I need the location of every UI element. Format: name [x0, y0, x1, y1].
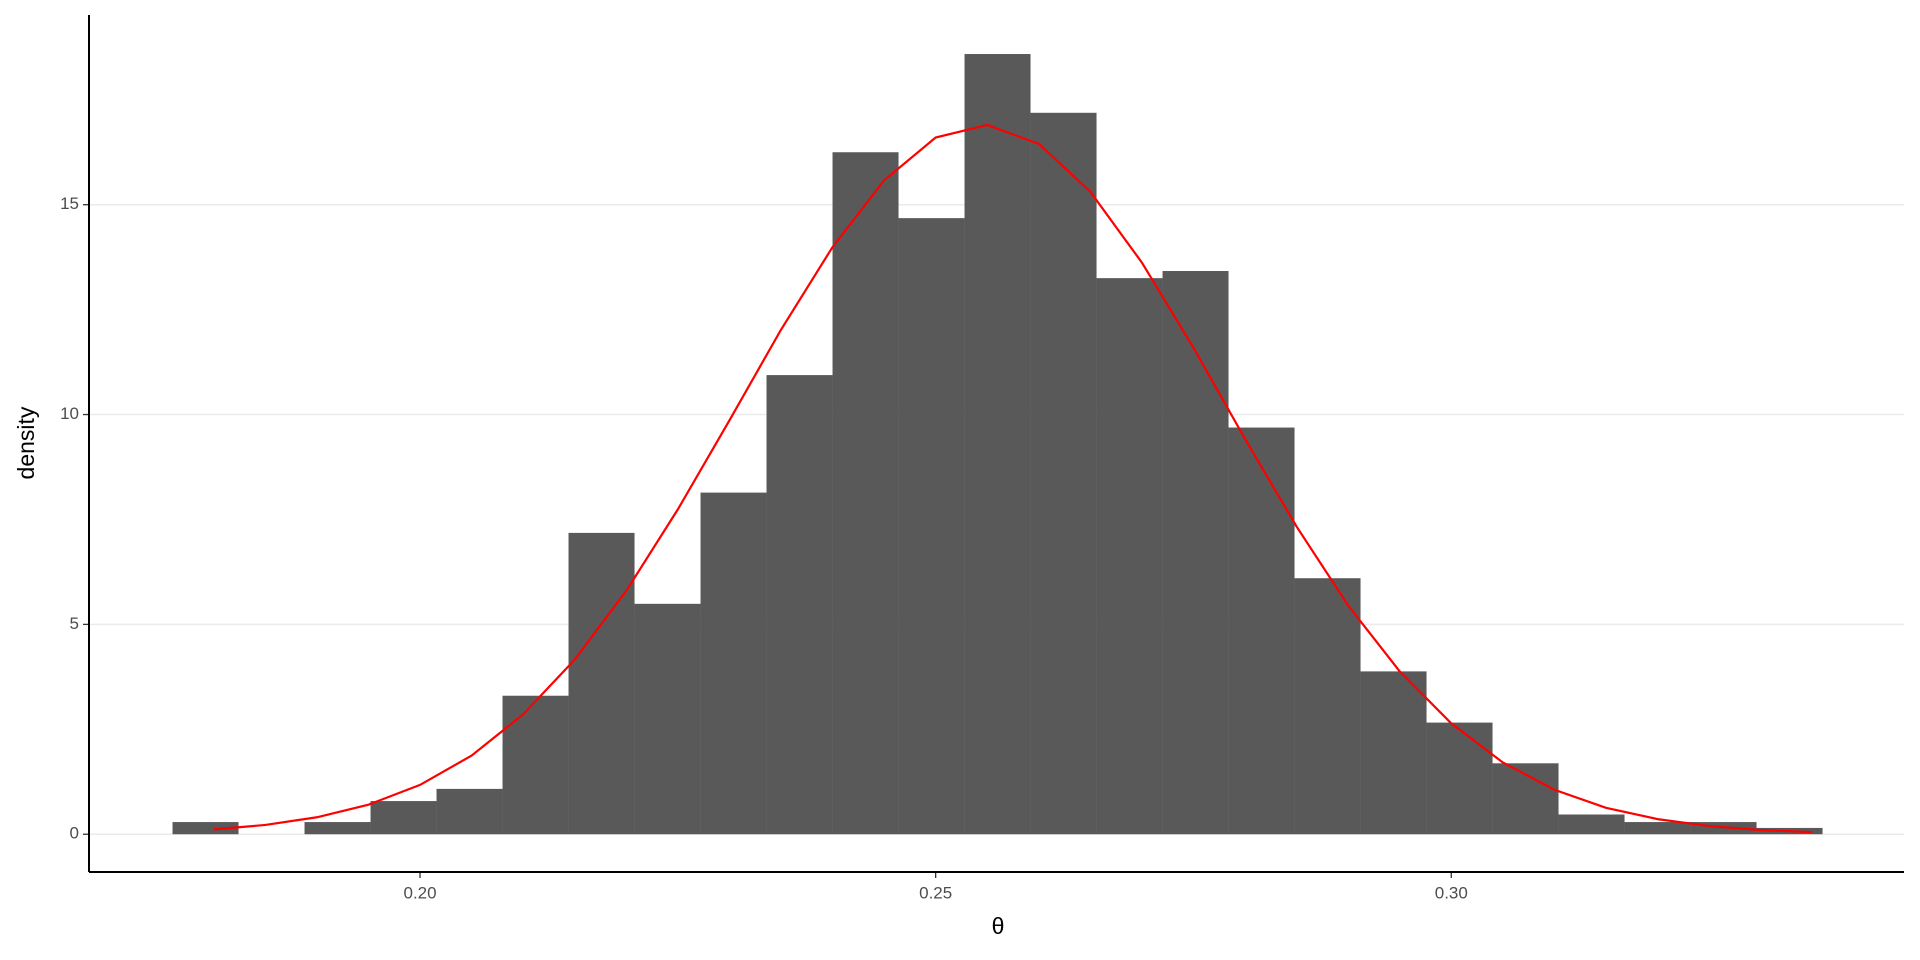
bar: [1360, 671, 1427, 835]
x-tick-label: 0.20: [403, 883, 436, 902]
bar: [634, 603, 701, 835]
bar: [1294, 578, 1361, 835]
bar: [1426, 722, 1493, 835]
bar: [1624, 822, 1691, 835]
y-tick-label: 10: [60, 404, 79, 423]
bar: [1162, 271, 1229, 835]
bar: [964, 54, 1031, 835]
bar: [1096, 278, 1163, 835]
x-tick-label: 0.30: [1435, 883, 1468, 902]
y-tick-label: 0: [70, 824, 79, 843]
density-curve: [213, 123, 1813, 834]
bar: [700, 492, 767, 835]
y-tick-label: 15: [60, 194, 79, 213]
bar: [172, 822, 239, 835]
bar: [370, 801, 437, 835]
bar: [1030, 112, 1097, 835]
bar: [898, 218, 965, 835]
bar: [1228, 427, 1295, 835]
bar: [1558, 814, 1625, 835]
x-tick-label: 0.25: [919, 883, 952, 902]
bar: [766, 375, 833, 835]
bar: [304, 822, 371, 835]
bar: [568, 532, 635, 835]
bar: [502, 695, 569, 835]
bar: [436, 788, 503, 835]
y-tick-label: 5: [70, 614, 79, 633]
x-axis-title: θ: [992, 913, 1005, 939]
bar: [832, 152, 899, 835]
y-axis-title: density: [13, 406, 39, 479]
